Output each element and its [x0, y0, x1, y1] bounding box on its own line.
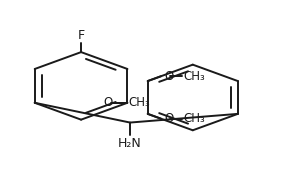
Text: CH₃: CH₃: [128, 96, 150, 109]
Text: O: O: [164, 70, 173, 83]
Text: CH₃: CH₃: [183, 70, 205, 83]
Text: F: F: [77, 30, 85, 42]
Text: O: O: [164, 112, 173, 125]
Text: O: O: [103, 96, 113, 109]
Text: H₂N: H₂N: [118, 137, 142, 150]
Text: CH₃: CH₃: [183, 112, 205, 125]
